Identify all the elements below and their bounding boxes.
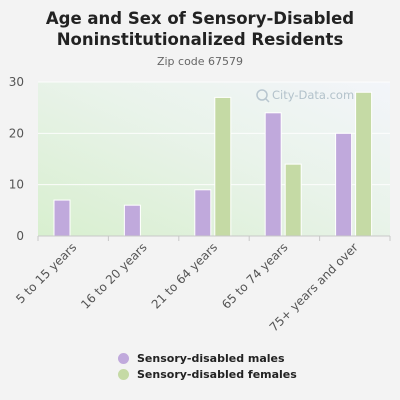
bar-males: [264, 112, 282, 237]
bar-males: [335, 132, 353, 237]
x-tick-label: 5 to 15 years: [13, 240, 79, 306]
magnifier-icon: [256, 89, 268, 101]
bar-males: [53, 199, 71, 237]
legend: Sensory-disabled males Sensory-disabled …: [118, 350, 297, 382]
bar-females: [214, 96, 232, 237]
legend-swatch-males: [118, 352, 129, 364]
legend-label-males: Sensory-disabled males: [137, 351, 285, 365]
x-tick-label: 65 to 74 years: [219, 240, 290, 311]
chart-subtitle: Zip code 67579: [156, 55, 244, 68]
chart-title: Age and Sex of Sensory-Disabled Noninsti…: [0, 8, 400, 50]
legend-item-males: Sensory-disabled males: [118, 350, 297, 366]
chart-title-line-2: Noninstitutionalized Residents: [56, 30, 344, 49]
chart-title-line-1: Age and Sex of Sensory-Disabled: [45, 9, 355, 28]
bar-females: [355, 91, 373, 237]
legend-swatch-females: [118, 368, 129, 380]
x-tick-label: 21 to 64 years: [149, 240, 220, 311]
y-tick-label: 20: [9, 126, 24, 140]
bar-males: [123, 204, 141, 237]
legend-item-females: Sensory-disabled females: [118, 366, 297, 382]
plot-area: [38, 82, 390, 236]
y-tick-label: 30: [9, 75, 24, 89]
bar-females: [284, 163, 302, 237]
watermark: City-Data.com: [256, 88, 354, 103]
legend-label-females: Sensory-disabled females: [137, 367, 297, 381]
y-tick-label: 10: [9, 178, 24, 192]
watermark-text: City-Data.com: [272, 88, 354, 102]
y-tick-label: 0: [16, 229, 24, 243]
x-tick-label: 16 to 20 years: [78, 240, 149, 311]
bar-males: [194, 189, 212, 237]
